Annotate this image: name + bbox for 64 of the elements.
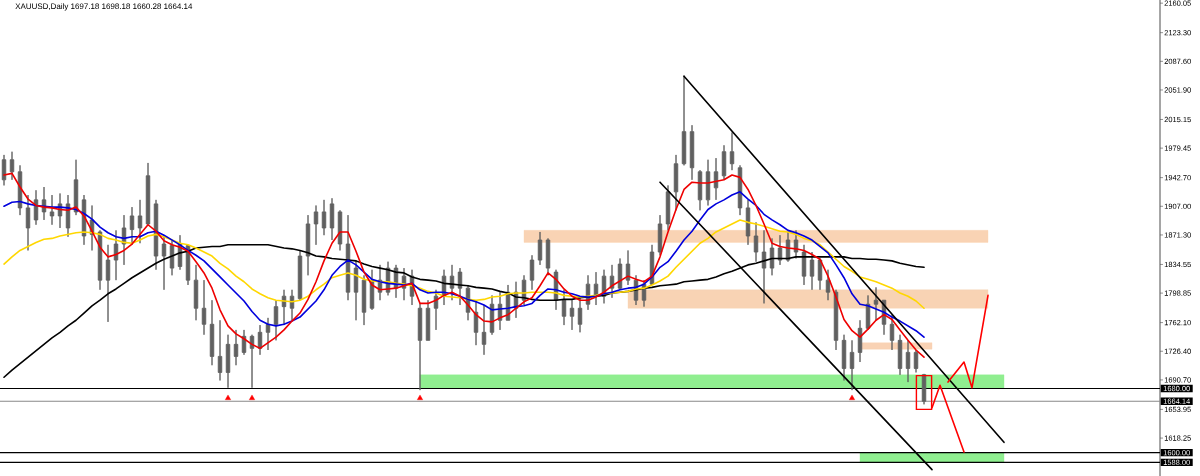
candlestick (25, 194, 31, 251)
candlestick (921, 373, 927, 405)
candlestick (217, 319, 223, 381)
candlestick (17, 164, 23, 216)
candlestick (169, 239, 175, 276)
candlestick (529, 254, 535, 291)
candlestick (753, 221, 759, 263)
candlestick (425, 299, 431, 341)
candlestick (697, 169, 703, 211)
candlestick (889, 314, 895, 351)
candlestick (201, 279, 207, 336)
candlestick (137, 199, 143, 244)
candlestick (665, 184, 671, 231)
candlestick (273, 299, 279, 341)
candlestick (305, 214, 311, 276)
candlestick (657, 214, 663, 256)
candlestick (617, 258, 623, 291)
candlestick (233, 329, 239, 366)
line-series (947, 294, 989, 389)
candlestick (801, 244, 807, 286)
candlestick (33, 189, 39, 226)
candlestick (161, 234, 167, 291)
candlestick (705, 159, 711, 206)
candlestick (897, 334, 903, 376)
candlestick (1, 154, 7, 186)
candlestick (673, 154, 679, 211)
candlestick (849, 339, 855, 391)
candlestick (313, 205, 319, 246)
candlestick (337, 209, 343, 251)
candlestick (345, 214, 351, 301)
candlestick (777, 234, 783, 266)
candlestick (873, 286, 879, 321)
candlestick (225, 334, 231, 389)
candlestick (353, 259, 359, 321)
candlestick (265, 317, 271, 351)
candlestick (297, 249, 303, 301)
candlestick (321, 199, 327, 236)
candlestick (561, 289, 567, 326)
candlestick (537, 231, 543, 266)
candlestick (153, 199, 159, 271)
candlestick (209, 299, 215, 366)
candlestick (361, 274, 367, 326)
candlestick (681, 75, 687, 166)
candlestick (481, 304, 487, 356)
candlestick (145, 162, 151, 226)
candlestick (49, 194, 55, 226)
candlestick (905, 339, 911, 383)
candlestick (417, 302, 423, 391)
candlestick (729, 131, 735, 171)
candlestick (769, 237, 775, 276)
candlestick (545, 237, 551, 276)
candlestick (817, 258, 823, 291)
candlestick (689, 124, 695, 181)
candlestick (193, 264, 199, 321)
candlestick (745, 199, 751, 246)
candlestick (105, 244, 111, 323)
candlestick (721, 144, 727, 181)
candlestick (329, 197, 335, 241)
candlestick (9, 151, 15, 181)
candlestick (809, 251, 815, 291)
candlestick (913, 349, 919, 373)
candlestick (825, 269, 831, 301)
candlestick (841, 334, 847, 381)
candlestick (569, 299, 575, 331)
